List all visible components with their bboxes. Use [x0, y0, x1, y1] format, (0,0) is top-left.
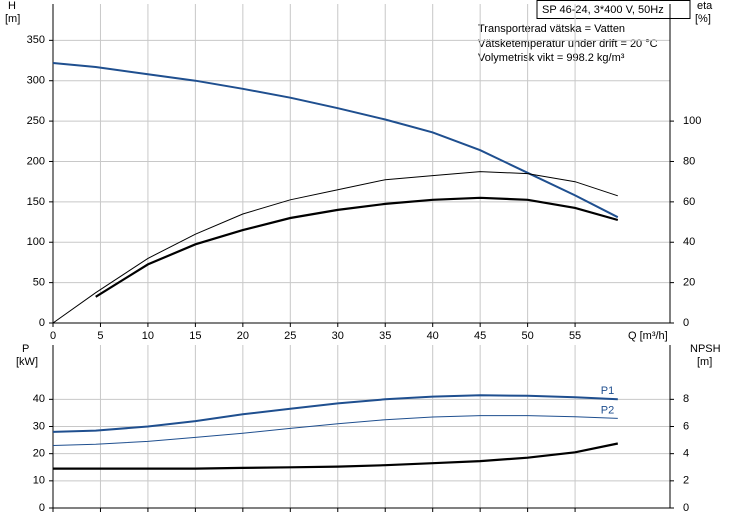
- series-label: P2: [601, 404, 614, 416]
- y-tick-label: 250: [27, 115, 45, 127]
- x-tick-label: 35: [379, 330, 391, 342]
- x-axis-label: Q [m³/h]: [628, 330, 668, 342]
- y2-axis-label: [m]: [697, 356, 712, 368]
- y-axis-label: H: [8, 0, 16, 12]
- y-tick-label: 0: [39, 317, 45, 329]
- y-tick-label: 20: [33, 448, 45, 460]
- y2-tick-label: 100: [683, 115, 701, 127]
- x-tick-label: 0: [50, 330, 56, 342]
- y2-tick-label: 0: [683, 502, 689, 514]
- y2-tick-label: 8: [683, 393, 689, 405]
- y2-tick-label: 6: [683, 420, 689, 432]
- curve: [53, 442, 619, 470]
- x-tick-label: 5: [97, 330, 103, 342]
- x-tick-label: 20: [237, 330, 249, 342]
- x-tick-label: 30: [332, 330, 344, 342]
- annotation: Transporterad vätska = Vatten: [478, 23, 625, 35]
- curve: [52, 62, 619, 219]
- y2-axis-label: eta: [697, 0, 713, 12]
- x-tick-label: 15: [189, 330, 201, 342]
- y2-axis-label: [%]: [695, 13, 711, 25]
- curve: [52, 394, 618, 433]
- x-tick-label: 10: [142, 330, 154, 342]
- y-tick-label: 300: [27, 75, 45, 87]
- y-tick-label: 40: [33, 393, 45, 405]
- y2-tick-label: 20: [683, 277, 695, 289]
- y-axis-label: [m]: [5, 13, 20, 25]
- y-tick-label: 50: [33, 277, 45, 289]
- y-axis-label: [kW]: [16, 356, 38, 368]
- y-axis-label: P: [22, 343, 29, 355]
- y2-tick-label: 4: [683, 448, 689, 460]
- y2-tick-label: 80: [683, 155, 695, 167]
- y-tick-label: 350: [27, 34, 45, 46]
- y-tick-label: 0: [39, 502, 45, 514]
- y-tick-label: 30: [33, 420, 45, 432]
- y-tick-label: 200: [27, 155, 45, 167]
- y2-axis-label: NPSH: [690, 343, 721, 355]
- curve: [52, 171, 618, 324]
- curve: [52, 415, 618, 446]
- curve: [95, 196, 619, 298]
- chart-title: SP 46-24, 3*400 V, 50Hz: [542, 4, 664, 16]
- x-tick-label: 40: [427, 330, 439, 342]
- x-tick-label: 45: [474, 330, 486, 342]
- annotation: Vätsketemperatur under drift = 20 °C: [478, 38, 658, 50]
- y-tick-label: 150: [27, 196, 45, 208]
- y-tick-label: 100: [27, 236, 45, 248]
- series-label: P1: [601, 385, 614, 397]
- y-tick-label: 10: [33, 475, 45, 487]
- y2-tick-label: 40: [683, 236, 695, 248]
- x-tick-label: 55: [569, 330, 581, 342]
- y2-tick-label: 0: [683, 317, 689, 329]
- x-tick-label: 25: [284, 330, 296, 342]
- y2-tick-label: 2: [683, 475, 689, 487]
- x-tick-label: 50: [521, 330, 533, 342]
- annotation: Volymetrisk vikt = 998.2 kg/m³: [478, 52, 625, 64]
- y2-tick-label: 60: [683, 196, 695, 208]
